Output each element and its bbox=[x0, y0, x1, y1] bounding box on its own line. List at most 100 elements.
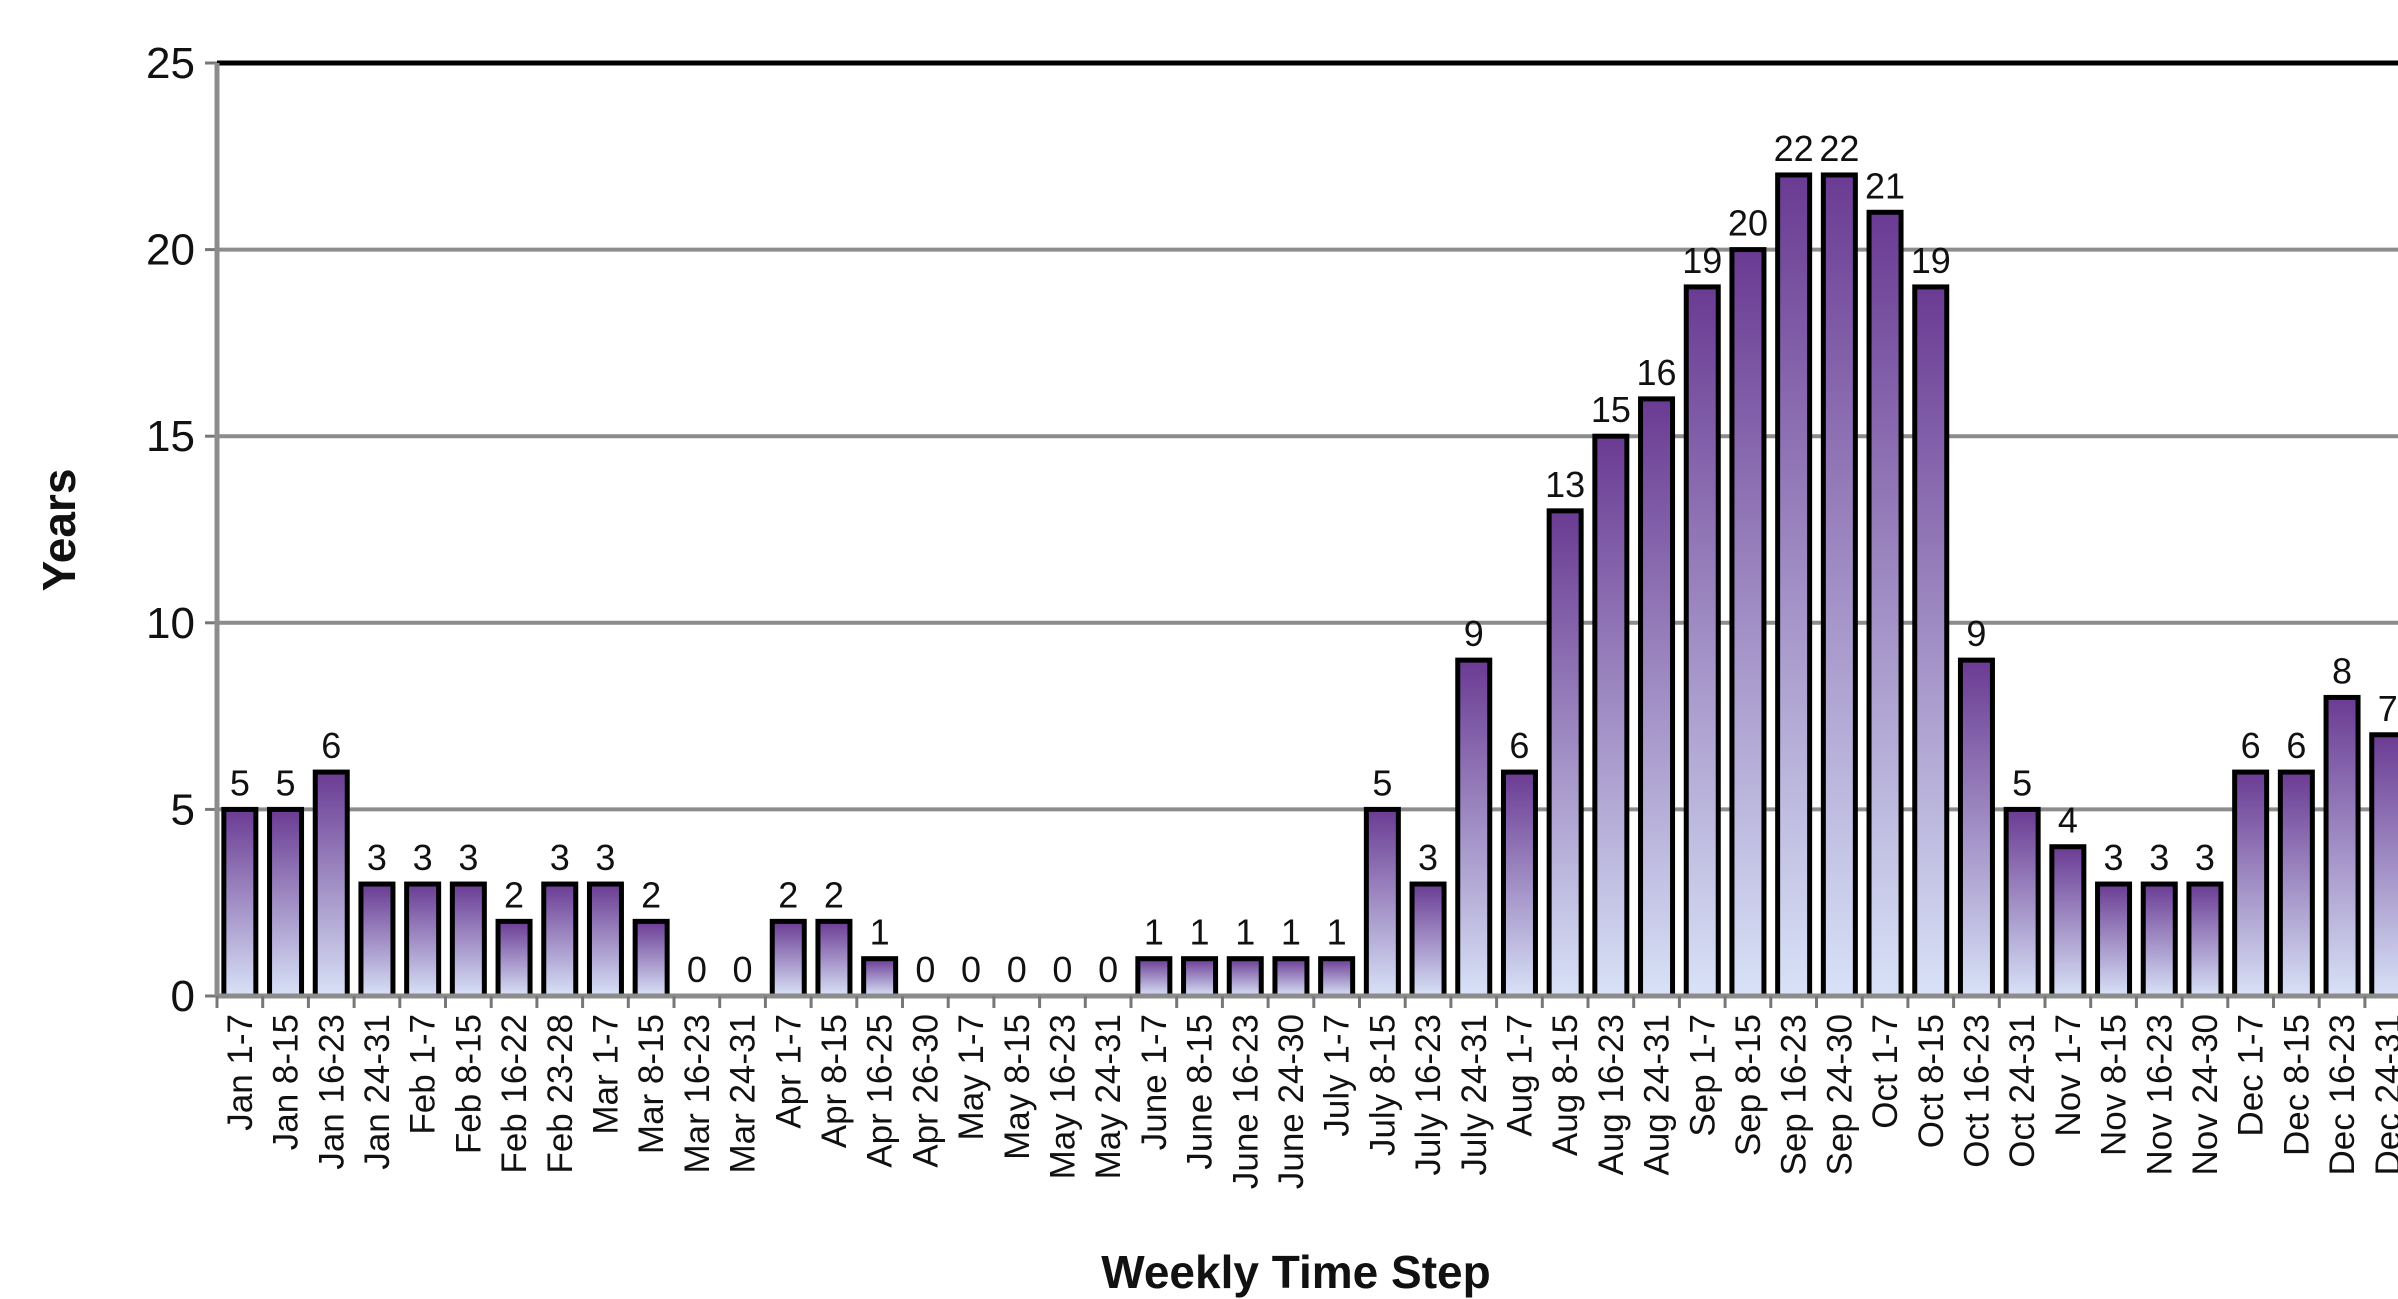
x-tick-label: Mar 8-15 bbox=[632, 1014, 671, 1154]
x-tick-label: Oct 24-31 bbox=[2003, 1014, 2042, 1168]
bar bbox=[267, 806, 305, 999]
x-tick-label: Aug 16-23 bbox=[1592, 1014, 1631, 1176]
data-label: 22 bbox=[1774, 128, 1814, 169]
data-label: 7 bbox=[2378, 688, 2398, 729]
x-tick-label: May 24-31 bbox=[1089, 1014, 1128, 1179]
x-tick-label: Mar 1-7 bbox=[586, 1014, 625, 1135]
x-tick-label: Dec 1-7 bbox=[2232, 1014, 2271, 1137]
bar bbox=[1866, 209, 1904, 999]
bar bbox=[1912, 284, 1950, 999]
bar bbox=[1775, 172, 1813, 999]
x-tick-label: Sep 16-23 bbox=[1775, 1014, 1814, 1176]
x-tick-label: Apr 1-7 bbox=[769, 1014, 808, 1129]
data-label: 3 bbox=[550, 837, 570, 878]
bar bbox=[632, 918, 670, 999]
bar bbox=[221, 806, 259, 999]
bar bbox=[449, 881, 487, 999]
data-label: 5 bbox=[1372, 762, 1392, 803]
bar bbox=[1500, 769, 1538, 999]
data-label: 0 bbox=[1098, 949, 1118, 990]
x-tick-label: June 24-30 bbox=[1272, 1014, 1311, 1189]
bar bbox=[2232, 769, 2270, 999]
bar bbox=[2277, 769, 2315, 999]
x-tick-label: Feb 1-7 bbox=[404, 1014, 443, 1135]
data-label: 4 bbox=[2058, 800, 2078, 841]
data-label: 3 bbox=[1418, 837, 1438, 878]
data-label: 13 bbox=[1545, 464, 1585, 505]
data-labels: 5 563 3 323 320 02 210 0 0 0 01 1 1 1 1539613151619202… bbox=[230, 128, 2398, 990]
x-tick-label: May 8-15 bbox=[998, 1014, 1037, 1160]
bar bbox=[404, 881, 442, 999]
y-tick-label: 20 bbox=[146, 226, 195, 275]
bar bbox=[358, 881, 396, 999]
bar bbox=[1683, 284, 1721, 999]
bar bbox=[586, 881, 624, 999]
bar bbox=[2323, 694, 2361, 999]
x-tick-label: Nov 16-23 bbox=[2140, 1014, 2179, 1175]
bar bbox=[2186, 881, 2224, 999]
bar bbox=[1957, 657, 1995, 999]
x-tick-label: Apr 26-30 bbox=[906, 1014, 945, 1168]
data-label: 3 bbox=[2104, 837, 2124, 878]
data-label: 6 bbox=[321, 725, 341, 766]
x-tick-label: Apr 16-25 bbox=[861, 1014, 900, 1168]
y-axis-title: Years bbox=[33, 469, 85, 592]
data-label: 6 bbox=[1509, 725, 1529, 766]
x-tick-label: Jan 24-31 bbox=[358, 1014, 397, 1170]
x-tick-label: Feb 16-22 bbox=[495, 1014, 534, 1174]
data-label: 2 bbox=[824, 874, 844, 915]
data-label: 22 bbox=[1819, 128, 1859, 169]
data-label: 1 bbox=[1190, 912, 1210, 953]
data-label: 19 bbox=[1682, 240, 1722, 281]
bar bbox=[1226, 956, 1264, 999]
x-tick-label: May 1-7 bbox=[952, 1014, 991, 1140]
x-tick-label: July 1-7 bbox=[1318, 1014, 1357, 1137]
data-label: 1 bbox=[1235, 912, 1255, 953]
bar bbox=[861, 956, 899, 999]
data-label: 3 bbox=[413, 837, 433, 878]
y-tick-labels: 0 5 10 15 20 25 bbox=[146, 39, 195, 1021]
bar bbox=[2003, 806, 2041, 999]
data-label: 3 bbox=[367, 837, 387, 878]
data-label: 3 bbox=[458, 837, 478, 878]
data-label: 20 bbox=[1728, 203, 1768, 244]
data-label: 0 bbox=[733, 949, 753, 990]
data-label: 1 bbox=[1281, 912, 1301, 953]
y-tick-label: 25 bbox=[146, 39, 195, 88]
x-tick-label: Apr 8-15 bbox=[815, 1014, 854, 1148]
bar bbox=[2049, 844, 2087, 999]
x-tick-label: Aug 24-31 bbox=[1638, 1014, 1677, 1176]
x-tick-label: Nov 8-15 bbox=[2095, 1014, 2134, 1156]
x-tick-label: July 8-15 bbox=[1363, 1014, 1402, 1156]
y-tick-label: 10 bbox=[146, 599, 195, 648]
x-tick-label: Mar 24-31 bbox=[724, 1014, 763, 1174]
x-tick-label: July 24-31 bbox=[1455, 1014, 1494, 1175]
bar bbox=[2369, 732, 2398, 999]
bar bbox=[769, 918, 807, 999]
x-tick-label: Jan 16-23 bbox=[312, 1014, 351, 1170]
x-tick-label: Mar 16-23 bbox=[678, 1014, 717, 1174]
x-tick-labels: Jan 1-7 Jan 8-15 Jan 16-23 Jan 24-31 Feb 1-7… bbox=[215, 996, 2398, 1189]
data-label: 1 bbox=[870, 912, 890, 953]
data-label: 6 bbox=[2286, 725, 2306, 766]
bar bbox=[495, 918, 533, 999]
x-tick-label: May 16-23 bbox=[1043, 1014, 1082, 1179]
bar bbox=[1546, 508, 1584, 999]
data-label: 9 bbox=[1464, 613, 1484, 654]
data-label: 5 bbox=[2012, 762, 2032, 803]
bar bbox=[1638, 396, 1676, 999]
x-tick-label: Oct 8-15 bbox=[1912, 1014, 1951, 1148]
x-tick-label: June 1-7 bbox=[1135, 1014, 1174, 1150]
data-label: 1 bbox=[1327, 912, 1347, 953]
bar bbox=[312, 769, 350, 999]
data-label: 2 bbox=[641, 874, 661, 915]
data-label: 21 bbox=[1865, 165, 1905, 206]
x-tick-label: Feb 23-28 bbox=[541, 1014, 580, 1174]
x-tick-label: Sep 8-15 bbox=[1729, 1014, 1768, 1156]
x-tick-label: Sep 24-30 bbox=[1820, 1014, 1859, 1176]
bar bbox=[1135, 956, 1173, 999]
x-tick-label: Nov 1-7 bbox=[2049, 1014, 2088, 1137]
bar bbox=[1363, 806, 1401, 999]
data-label: 3 bbox=[2149, 837, 2169, 878]
data-label: 9 bbox=[1966, 613, 1986, 654]
